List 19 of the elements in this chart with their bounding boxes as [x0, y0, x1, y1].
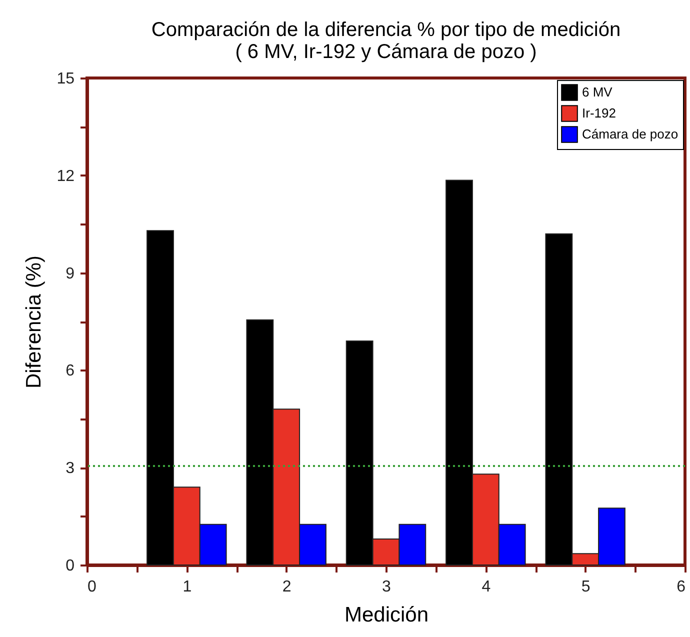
x-tick-label: 4	[482, 578, 491, 596]
x-axis-title: Medición	[344, 604, 429, 626]
y-tick-label: 15	[56, 70, 75, 88]
y-tick-label: 6	[66, 362, 75, 380]
y-tick-label: 0	[66, 558, 75, 574]
x-tick-label: 3	[382, 578, 392, 596]
x-tick-label: 0	[88, 578, 96, 596]
chart-title: Comparación de la diferencia % por tipo de medición ( 6 MV, Ir-192 y Cámara de pozo )	[151, 19, 621, 63]
legend-label: Ir-192	[582, 106, 616, 120]
y-axis-title: Diferencia (%)	[22, 255, 46, 389]
x-tick-label: 6	[676, 578, 686, 596]
legend-label: 6 MV	[582, 84, 613, 100]
y-tick-label: 3	[66, 460, 75, 478]
x-tick-label: 2	[282, 578, 292, 596]
y-tick-label: 9	[66, 265, 75, 282]
y-tick-label: 12	[56, 168, 75, 185]
x-tick-label: 5	[581, 578, 590, 596]
legend-label: Cámara de pozo	[582, 126, 678, 142]
x-tick-label: 1	[182, 578, 192, 596]
